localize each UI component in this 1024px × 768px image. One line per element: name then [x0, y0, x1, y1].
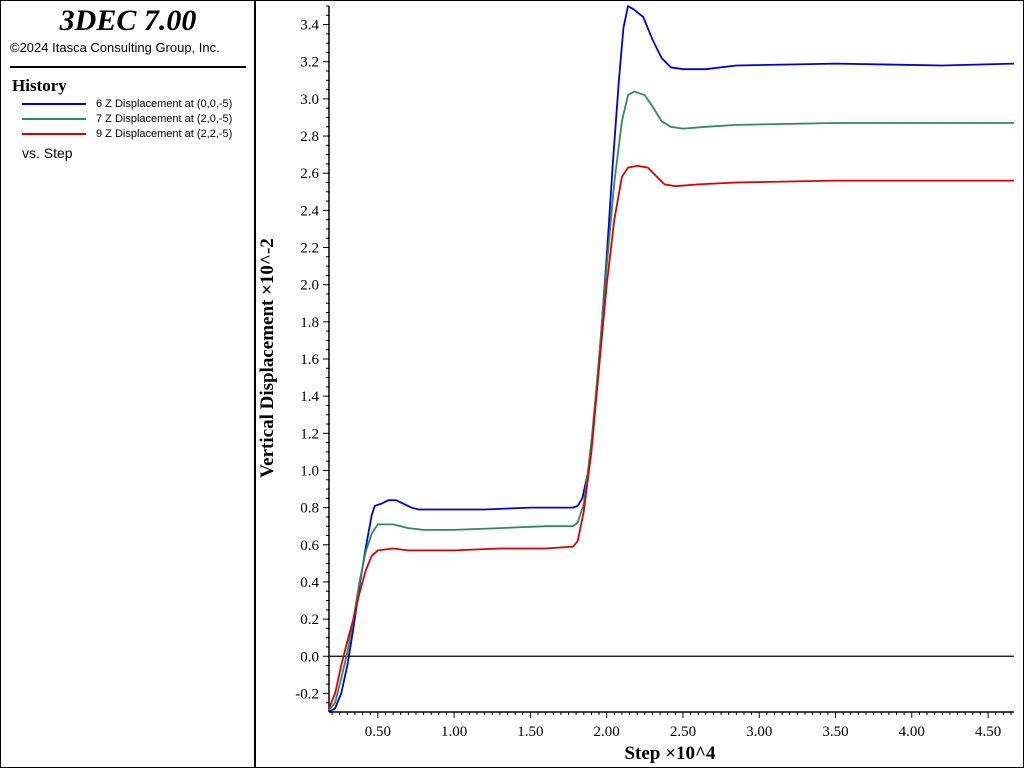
y-tick-label: 3.2 — [300, 55, 319, 71]
y-tick-label: 0.6 — [300, 538, 319, 554]
y-tick-label: 2.8 — [300, 129, 319, 145]
y-tick-label: 2.6 — [300, 166, 319, 182]
x-tick-label: 2.00 — [594, 724, 620, 740]
series-line-2 — [328, 90, 1014, 711]
y-tick-label: 0.2 — [300, 612, 319, 628]
legend-panel: 3DEC 7.00 ©2024 Itasca Consulting Group,… — [0, 0, 256, 768]
y-tick-label: 1.0 — [300, 463, 319, 479]
x-tick-label: 4.00 — [899, 724, 925, 740]
tick-labels: -0.2 0.0 0.2 0.4 0.6 0.8 1.0 1.2 1.4 1.6 1.8 2.0 2.2… — [295, 18, 1001, 740]
y-tick-label: 1.6 — [300, 352, 319, 368]
tick-marks — [323, 5, 1012, 718]
legend-swatch-series-9 — [22, 133, 86, 135]
history-heading: History — [12, 76, 67, 95]
y-tick-label: 1.2 — [300, 426, 319, 442]
legend-swatch-series-6 — [22, 103, 86, 105]
app-title: 3DEC 7.00 — [59, 4, 197, 37]
x-tick-label: 1.50 — [517, 724, 543, 740]
legend-swatch-series-7 — [22, 118, 86, 120]
y-tick-label: 3.0 — [300, 92, 319, 108]
x-tick-label: 3.50 — [822, 724, 848, 740]
copyright-text: ©2024 Itasca Consulting Group, Inc. — [10, 40, 220, 55]
series-line-3 — [328, 164, 1014, 709]
x-tick-label: 4.50 — [975, 724, 1001, 740]
y-tick-label: -0.2 — [295, 686, 319, 702]
x-tick-label: 0.50 — [365, 724, 391, 740]
legend-label-series-7: 7 Z Displacement at (2,0,-5) — [96, 113, 233, 125]
y-tick-label: 2.0 — [300, 278, 319, 294]
plot-axes — [328, 6, 1014, 713]
x-axis-title: Step ×10^4 — [624, 743, 716, 764]
y-tick-label: 2.4 — [300, 203, 319, 219]
legend-label-series-6: 6 Z Displacement at (0,0,-5) — [96, 98, 233, 110]
y-tick-label: 1.8 — [300, 315, 319, 331]
series-line-1 — [328, 5, 1015, 713]
y-tick-label: 1.4 — [300, 389, 319, 405]
series-lines — [328, 5, 1015, 713]
vs-step-label: vs. Step — [22, 145, 73, 161]
x-tick-label: 1.00 — [441, 724, 467, 740]
y-tick-label: 2.2 — [300, 241, 319, 257]
x-tick-label: 3.00 — [746, 724, 772, 740]
y-tick-label: 0.0 — [300, 649, 319, 665]
y-tick-label: 0.4 — [300, 575, 319, 591]
y-tick-label: 3.4 — [300, 18, 319, 34]
y-axis-title: Vertical Displacement ×10^-2 — [257, 238, 278, 478]
x-tick-label: 2.50 — [670, 724, 696, 740]
title-divider — [10, 66, 246, 68]
legend-label-series-9: 9 Z Displacement at (2,2,-5) — [96, 128, 233, 140]
y-tick-label: 0.8 — [300, 501, 319, 517]
